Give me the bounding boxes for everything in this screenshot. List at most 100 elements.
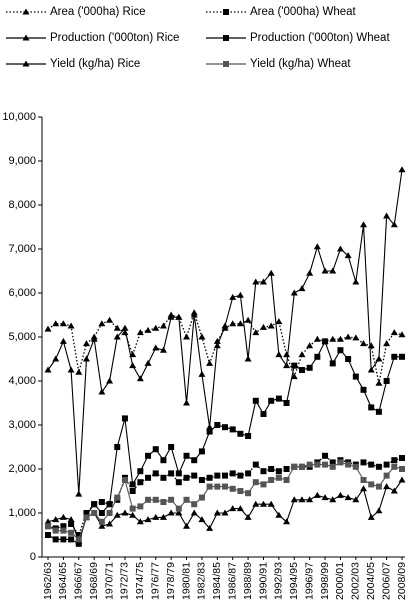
data-point [175, 313, 183, 320]
data-point [398, 331, 406, 338]
data-point [191, 501, 198, 508]
data-point [45, 532, 51, 538]
data-point [275, 318, 283, 325]
y-tick-label: 4,000 [8, 375, 36, 387]
data-point [268, 477, 275, 483]
data-point [214, 422, 221, 428]
data-point [260, 468, 267, 475]
data-point [175, 509, 183, 516]
data-point [360, 386, 367, 393]
data-point [98, 320, 106, 327]
data-point [75, 536, 82, 543]
data-point [291, 463, 298, 470]
data-point [137, 479, 144, 486]
data-point [160, 474, 167, 481]
data-point [375, 408, 382, 415]
data-point [360, 459, 367, 466]
legend-marker [223, 9, 229, 15]
x-tick-label: 1984/85 [211, 562, 223, 600]
data-point [44, 366, 52, 373]
legend-label: Yield (kg/ha) Wheat [250, 58, 351, 70]
data-point [152, 513, 160, 520]
data-point [98, 388, 106, 395]
data-point [306, 364, 313, 371]
data-point [345, 461, 352, 468]
data-point [191, 472, 198, 479]
data-point [298, 496, 306, 503]
data-point [260, 411, 267, 417]
data-point [321, 494, 329, 501]
data-point [291, 362, 298, 369]
data-point [137, 503, 144, 510]
y-tick-label: 10,000 [2, 111, 36, 123]
data-point [144, 359, 152, 366]
x-tick-label: 1966/67 [73, 562, 85, 600]
data-point [121, 329, 129, 336]
data-point [145, 496, 152, 503]
data-point [252, 461, 259, 468]
x-tick-label: 1970/71 [103, 562, 115, 600]
data-point [183, 452, 190, 459]
data-point [398, 476, 406, 483]
data-point [399, 455, 405, 461]
data-point [52, 536, 59, 543]
data-point [145, 474, 152, 481]
data-point [52, 320, 60, 327]
x-tick-label: 1980/81 [180, 562, 192, 600]
x-tick-label: 2002/03 [350, 562, 362, 600]
y-tick-label: 7,000 [8, 243, 36, 255]
legend-marker [223, 61, 229, 67]
data-point [329, 335, 337, 342]
data-point [360, 485, 368, 492]
data-point [183, 474, 190, 481]
data-point [275, 511, 283, 518]
data-point [160, 457, 167, 464]
data-point [322, 452, 329, 459]
data-point [267, 322, 275, 329]
legend-label: Production ('000ton) Rice [50, 32, 179, 44]
data-point [129, 488, 136, 494]
data-point [213, 342, 221, 349]
data-point [159, 513, 167, 520]
data-point [45, 523, 51, 530]
data-point [121, 324, 129, 331]
data-point [275, 395, 282, 402]
legend-marker [22, 8, 30, 15]
data-point [399, 466, 405, 472]
data-point [398, 166, 406, 173]
y-tick-label: 0 [30, 551, 36, 563]
data-point [344, 333, 352, 340]
x-tick-label: 1972/73 [119, 562, 131, 600]
data-point [68, 529, 75, 536]
data-point [106, 510, 113, 516]
data-point [106, 377, 114, 384]
data-point [298, 367, 305, 373]
data-point [175, 505, 182, 512]
data-point [98, 522, 106, 529]
data-point [336, 491, 344, 498]
data-point [336, 335, 344, 342]
data-point [275, 474, 282, 481]
data-point [206, 483, 213, 490]
data-point [236, 291, 244, 298]
x-tick-label: 1962/63 [42, 562, 54, 600]
data-point [383, 483, 391, 490]
y-tick-label: 5,000 [8, 331, 36, 343]
x-tick-label: 1982/83 [196, 562, 208, 600]
legend-marker [22, 34, 30, 41]
data-point [391, 457, 398, 464]
data-point [144, 516, 152, 523]
data-point [75, 490, 83, 497]
data-point [259, 500, 267, 507]
data-point [329, 267, 337, 274]
y-tick-label: 8,000 [8, 199, 36, 211]
data-point [114, 444, 121, 450]
data-point [336, 245, 344, 252]
data-point [114, 494, 121, 501]
data-point [167, 509, 175, 516]
data-point [229, 505, 237, 512]
data-point [198, 448, 205, 455]
data-point [137, 468, 144, 475]
data-point [144, 326, 152, 333]
